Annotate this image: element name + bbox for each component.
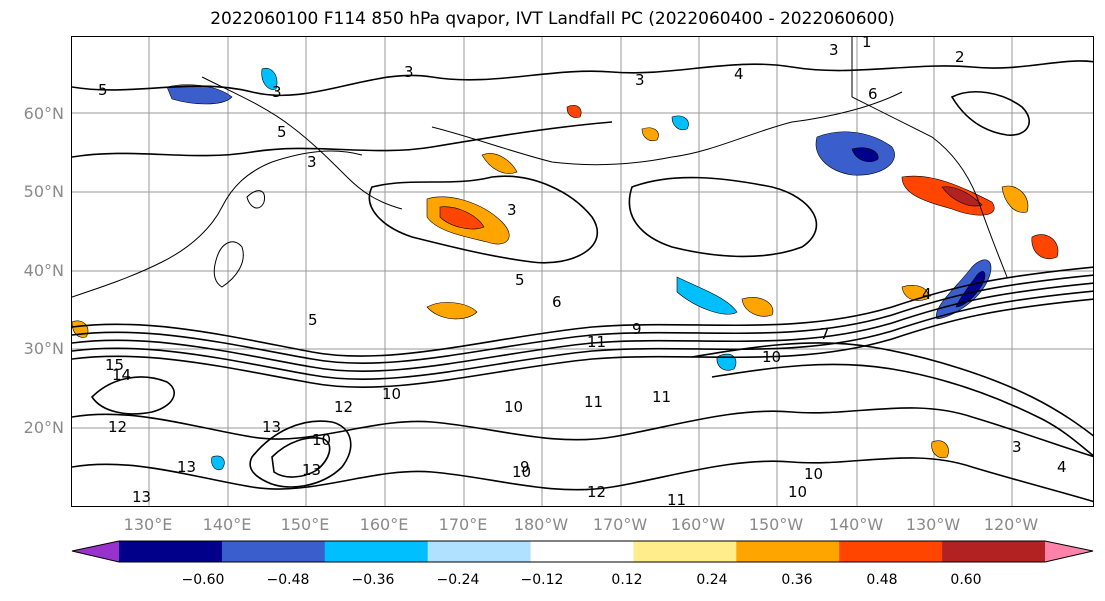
contour-label: 3	[307, 153, 317, 171]
contour-label: 12	[108, 418, 127, 436]
lon-label: 160°W	[670, 515, 726, 534]
contour-label: 10	[512, 463, 531, 481]
contour-label: 5	[277, 123, 287, 141]
lon-label: 130°W	[905, 515, 961, 534]
contour-lines	[72, 60, 1093, 503]
contour-label: 10	[382, 385, 401, 403]
colorbar-segment	[736, 541, 840, 562]
colorbar-tick-label: 0.36	[781, 572, 813, 588]
contour-label: 9	[520, 458, 530, 476]
map-title: 2022060100 F114 850 hPa qvapor, IVT Land…	[210, 9, 895, 29]
lon-label: 170°E	[438, 515, 488, 534]
contour-label: 4	[1057, 458, 1067, 476]
contour-label: 3	[404, 63, 414, 81]
lon-label: 150°E	[280, 515, 330, 534]
colorbar-segment	[942, 541, 1046, 562]
contour-label: 11	[587, 333, 606, 351]
lon-label: 170°W	[592, 515, 648, 534]
contour-label: 10	[762, 348, 781, 366]
colorbar-segment	[119, 541, 223, 562]
colorbar-segment	[633, 541, 737, 562]
contour-label: 3	[829, 41, 839, 59]
contour-label: 10	[788, 483, 807, 501]
lon-label: 180°W	[513, 515, 569, 534]
contour-label: 6	[868, 85, 878, 103]
contour-label: 11	[652, 388, 671, 406]
lon-label: 130°E	[123, 515, 173, 534]
colorbar-segment	[1045, 541, 1093, 562]
contour-label: 6	[552, 293, 562, 311]
colorbar-segment	[839, 541, 943, 562]
contour-label: 11	[667, 491, 686, 507]
contour-label: 2	[955, 48, 965, 66]
colorbar	[71, 540, 1094, 563]
contour-label: 3	[507, 201, 517, 219]
colorbar-tick-label: 0.48	[866, 572, 898, 588]
contour-label: 13	[132, 488, 151, 506]
contour-label: 10	[312, 431, 331, 449]
contour-label: 1	[862, 37, 872, 51]
contour-label: 12	[587, 483, 606, 501]
contour-label: 11	[584, 393, 603, 411]
contour-label: 5	[515, 271, 525, 289]
contour-label: 13	[262, 418, 281, 436]
contour-labels: 5 3 3 3 4 3 2 1 6 5 3 3 5 5 6 9 11 10 7 …	[98, 37, 1067, 507]
lat-label-30n: 30°N	[23, 339, 64, 358]
lat-label-60n: 60°N	[23, 104, 64, 123]
contour-label: 4	[922, 285, 932, 303]
map-panel: 5 3 3 3 4 3 2 1 6 5 3 3 5 5 6 9 11 10 7 …	[71, 36, 1094, 507]
colorbar-segments	[71, 540, 1094, 563]
lon-label: 120°W	[983, 515, 1039, 534]
colorbar-segment	[72, 541, 119, 562]
lon-label: 150°W	[748, 515, 804, 534]
colorbar-tick-label: 0.60	[950, 572, 982, 588]
contour-label: 7	[820, 325, 830, 343]
contour-label: 5	[98, 81, 108, 99]
contour-label: 3	[635, 71, 645, 89]
colorbar-segment	[530, 541, 634, 562]
contour-label: 3	[1012, 438, 1022, 456]
contour-label: 14	[112, 366, 131, 384]
lat-label-40n: 40°N	[23, 261, 64, 280]
colorbar-tick-label: −0.24	[436, 572, 480, 588]
lon-label: 140°W	[828, 515, 884, 534]
colorbar-segment	[427, 541, 532, 562]
contour-label: 5	[308, 311, 318, 329]
anomaly-shading	[72, 67, 1059, 470]
contour-label: 13	[302, 461, 321, 479]
lon-label: 140°E	[202, 515, 252, 534]
contour-label: 3	[272, 83, 282, 101]
contour-label: 15	[105, 356, 124, 374]
colorbar-tick-label: −0.36	[351, 572, 395, 588]
colorbar-tick-label: 0.12	[611, 572, 643, 588]
lon-label: 160°E	[359, 515, 409, 534]
contour-label: 12	[334, 398, 353, 416]
colorbar-tick-label: −0.12	[520, 572, 564, 588]
lat-label-50n: 50°N	[23, 182, 64, 201]
colorbar-segment	[221, 541, 326, 562]
contour-label: 13	[177, 458, 196, 476]
contour-label: 4	[734, 65, 744, 83]
graticule	[72, 37, 1093, 506]
contour-label: 10	[804, 465, 823, 483]
colorbar-segment	[324, 541, 429, 562]
colorbar-tick-label: −0.60	[181, 572, 225, 588]
colorbar-tick-label: −0.48	[266, 572, 310, 588]
colorbar-outline	[71, 540, 1094, 563]
colorbar-tick-label: 0.24	[696, 572, 728, 588]
lat-label-20n: 20°N	[23, 418, 64, 437]
contour-label: 9	[632, 320, 642, 338]
contour-label: 10	[504, 398, 523, 416]
map-canvas: 5 3 3 3 4 3 2 1 6 5 3 3 5 5 6 9 11 10 7 …	[72, 37, 1093, 507]
